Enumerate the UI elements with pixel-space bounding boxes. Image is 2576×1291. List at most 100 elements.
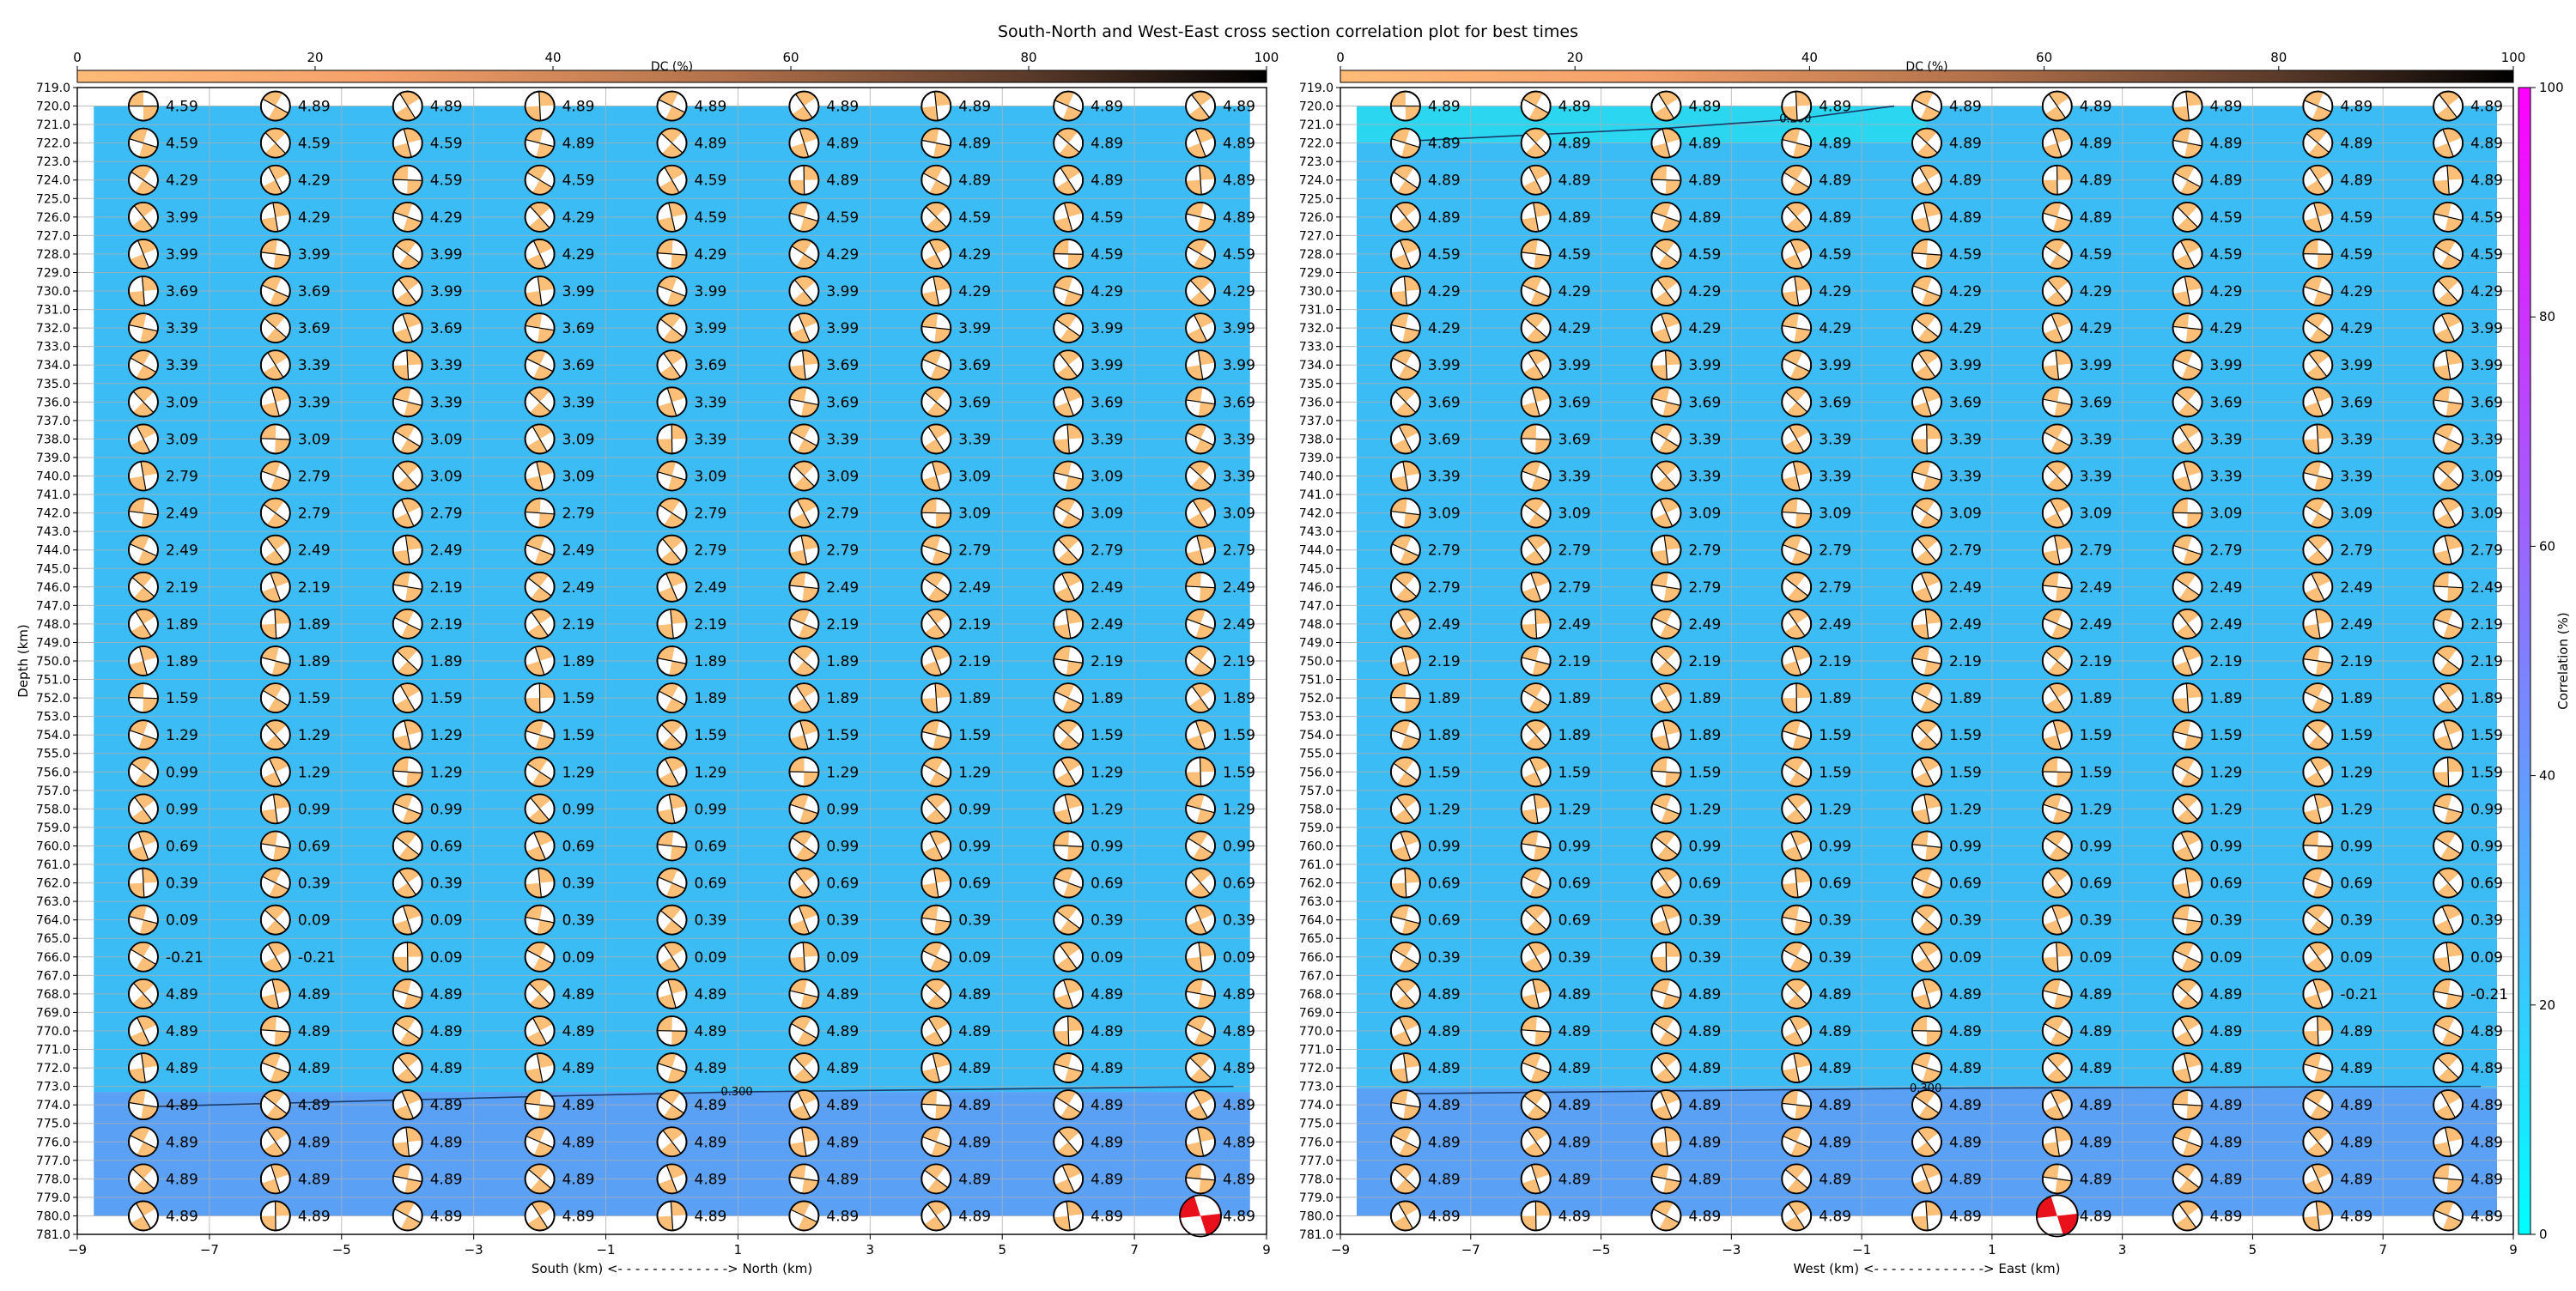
beachball-quadrant — [1918, 512, 1940, 528]
beachball-quadrant — [2306, 179, 2326, 195]
beachball-quadrant — [795, 846, 817, 861]
beachball-nodal-plane — [2446, 165, 2450, 195]
beachball — [1650, 386, 1682, 418]
beachball-quadrant — [269, 882, 289, 898]
magnitude-label: 4.29 — [1819, 283, 1851, 300]
beachball-quadrant — [802, 1179, 819, 1194]
x-tick-label: 1 — [734, 1242, 743, 1258]
beachball-quadrant — [1788, 609, 1809, 624]
beachball — [524, 1126, 556, 1158]
beachball-quadrant — [2172, 498, 2188, 513]
beachball-outline — [524, 867, 556, 899]
magnitude-label: 1.89 — [1223, 690, 1255, 707]
beachball-nodal-plane — [798, 906, 811, 934]
beachball-quadrant — [1524, 313, 1546, 329]
beachball — [1650, 682, 1682, 713]
y-tick-label: 739.0 — [36, 452, 70, 465]
beachball-quadrant — [394, 1201, 415, 1216]
beachball — [2433, 349, 2464, 381]
magnitude-label: 4.89 — [166, 1171, 198, 1188]
beachball-outline — [2172, 571, 2203, 603]
beachball-outline — [788, 1015, 820, 1046]
beachball-nodal-plane — [925, 206, 947, 228]
beachball-nodal-plane — [128, 696, 158, 700]
beachball-outline — [656, 609, 688, 639]
magnitude-label: 3.39 — [1949, 469, 1982, 486]
magnitude-label: 3.99 — [1223, 320, 1255, 337]
magnitude-label: 4.89 — [1819, 1023, 1851, 1040]
panel-west-east: 0.2000.3004.894.894.894.894.894.894.894.… — [1299, 50, 2525, 1276]
correlation-colorbar-label: Correlation (%) — [2555, 612, 2571, 709]
beachball-quadrant — [933, 868, 951, 883]
beachball-nodal-plane — [2050, 500, 2065, 526]
beachball-quadrant — [1528, 106, 1549, 121]
beachball — [1650, 201, 1682, 233]
magnitude-label: 0.99 — [2470, 838, 2503, 855]
beachball-outline — [1911, 239, 1942, 270]
beachball-quadrant — [668, 202, 687, 217]
beachball-outline — [1053, 793, 1084, 825]
magnitude-label: 3.69 — [958, 394, 991, 411]
beachball — [1650, 1126, 1682, 1158]
beachball — [2172, 90, 2203, 122]
magnitude-label: 3.39 — [2080, 469, 2112, 486]
y-tick-label: 725.0 — [1299, 192, 1334, 206]
magnitude-label: 3.39 — [1091, 431, 1123, 448]
beachball-outline — [920, 239, 952, 270]
beachball-outline — [1185, 756, 1216, 788]
magnitude-label: 0.39 — [1091, 912, 1123, 930]
beachball-quadrant — [1534, 609, 1551, 624]
magnitude-label: 4.89 — [958, 99, 991, 116]
magnitude-label: 4.89 — [1819, 986, 1851, 1003]
magnitude-label: 4.89 — [298, 1208, 331, 1225]
beachball-quadrant — [530, 1179, 551, 1194]
beachball — [1781, 1126, 1813, 1158]
beachball-quadrant — [395, 106, 416, 121]
beachball-nodal-plane — [130, 543, 157, 557]
beachball-outline — [524, 1015, 556, 1046]
beachball-quadrant — [933, 276, 951, 292]
magnitude-label: 0.39 — [1223, 912, 1255, 930]
beachball-outline — [128, 349, 159, 381]
beachball-quadrant — [1784, 572, 1806, 587]
beachball-outline — [128, 1015, 159, 1046]
beachball-nodal-plane — [1392, 357, 1419, 373]
beachball-nodal-plane — [272, 794, 278, 824]
beachball-quadrant — [801, 1127, 819, 1143]
beachball-nodal-plane — [1783, 544, 1811, 556]
beachball-nodal-plane — [2055, 350, 2060, 380]
beachball-quadrant — [404, 1179, 422, 1194]
beachball — [128, 312, 159, 344]
beachball-nodal-plane — [1054, 253, 1084, 255]
magnitude-label: 4.29 — [695, 246, 727, 264]
beachball-quadrant — [1782, 128, 1801, 143]
beachball-outline — [1781, 276, 1813, 306]
beachball-outline — [1053, 904, 1084, 936]
magnitude-label: 4.89 — [2470, 99, 2503, 116]
magnitude-label: 0.99 — [562, 801, 595, 818]
beachball-quadrant — [1525, 142, 1546, 158]
magnitude-label: 0.69 — [826, 876, 859, 893]
beachball-nodal-plane — [2052, 720, 2063, 749]
magnitude-label: 4.59 — [298, 136, 331, 153]
beachball-outline — [1520, 646, 1552, 676]
beachball-nodal-plane — [1192, 500, 1209, 526]
beachball-quadrant — [1190, 276, 1212, 292]
y-tick-label: 755.0 — [36, 748, 70, 761]
beachball-nodal-plane — [1194, 720, 1206, 749]
magnitude-label: 4.89 — [1688, 209, 1721, 227]
beachball — [1781, 460, 1813, 492]
beachball-quadrant — [261, 831, 278, 846]
beachball-outline — [392, 239, 423, 270]
beachball-outline — [2433, 386, 2464, 418]
beachball — [788, 201, 820, 233]
beachball-quadrant — [1057, 720, 1078, 736]
beachball-nodal-plane — [1662, 129, 1671, 158]
beachball-quadrant — [273, 253, 290, 269]
beachball-quadrant — [1527, 535, 1548, 550]
beachball — [2041, 1126, 2073, 1158]
beachball — [259, 1126, 291, 1158]
correlation-tick-label: 80 — [2539, 309, 2555, 324]
beachball-outline — [788, 460, 820, 492]
magnitude-label: 4.89 — [958, 986, 991, 1003]
